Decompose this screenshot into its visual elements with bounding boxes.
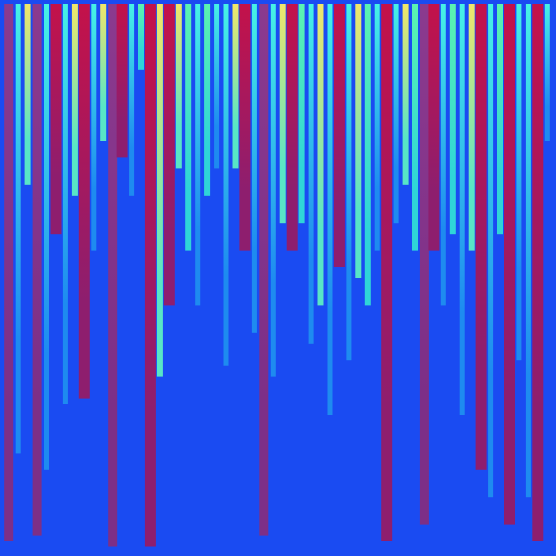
heatmap-column-22	[204, 4, 211, 196]
heatmap-column-19	[175, 4, 182, 169]
heatmap-column-34	[317, 4, 324, 306]
heatmap-column-49	[459, 4, 465, 415]
heatmap-column-18	[163, 4, 175, 306]
heatmap-column-57	[532, 4, 544, 541]
heatmap-column-26	[239, 4, 251, 251]
heatmap-column-27	[251, 4, 257, 333]
heatmap-column-23	[214, 4, 220, 169]
heatmap-column-3	[24, 4, 31, 185]
heatmap-column-25	[232, 4, 239, 169]
heatmap-column-56	[525, 4, 531, 498]
heatmap-column-37	[346, 4, 352, 361]
heatmap-column-5	[44, 4, 49, 470]
heatmap-column-7	[62, 4, 68, 404]
heatmap-column-32	[298, 4, 305, 224]
heatmap-column-58	[544, 4, 550, 141]
heatmap-column-17	[156, 4, 163, 377]
heatmap-column-38	[355, 4, 362, 278]
heatmap-column-39	[364, 4, 371, 306]
heatmap-column-44	[412, 4, 418, 251]
heatmap-column-48	[449, 4, 456, 235]
heatmap-column-31	[286, 4, 298, 251]
heatmap-column-29	[270, 4, 276, 377]
heatmap-column-51	[475, 4, 487, 470]
heatmap-column-1	[4, 4, 14, 541]
heatmap-column-10	[91, 4, 97, 251]
heatmap-column-15	[138, 4, 144, 70]
heatmap-column-8	[71, 4, 78, 196]
heatmap-columns	[4, 4, 550, 547]
heatmap-column-36	[333, 4, 345, 267]
heatmap-column-45	[419, 4, 429, 525]
heatmap-column-47	[440, 4, 446, 306]
heatmap-column-54	[504, 4, 515, 525]
heatmap-column-14	[129, 4, 135, 196]
heatmap-column-28	[259, 4, 269, 536]
heatmap-column-2	[15, 4, 21, 454]
heatmap-column-42	[393, 4, 399, 224]
heatmap-column-35	[327, 4, 333, 415]
heatmap-column-40	[374, 4, 380, 251]
heatmap-column-55	[516, 4, 522, 361]
heatmap-column-4	[32, 4, 42, 536]
heatmap-column-16	[144, 4, 156, 547]
heatmap-column-33	[308, 4, 314, 344]
heatmap-column-30	[279, 4, 286, 224]
heatmap-column-52	[488, 4, 494, 498]
heatmap-column-41	[381, 4, 393, 541]
heatmap-column-11	[100, 4, 107, 141]
heatmap-column-50	[468, 4, 475, 251]
heatmap-column-21	[195, 4, 201, 306]
heatmap-column-53	[497, 4, 503, 235]
heatmap-column-12	[108, 4, 118, 547]
heatmap-column-24	[223, 4, 229, 366]
heatmap-column-46	[428, 4, 440, 251]
heatmap-column-20	[185, 4, 192, 251]
heatmap-column-13	[116, 4, 128, 158]
heatmap-column-43	[402, 4, 409, 185]
heatmap-column-6	[50, 4, 62, 235]
heatmap-column-9	[78, 4, 90, 399]
